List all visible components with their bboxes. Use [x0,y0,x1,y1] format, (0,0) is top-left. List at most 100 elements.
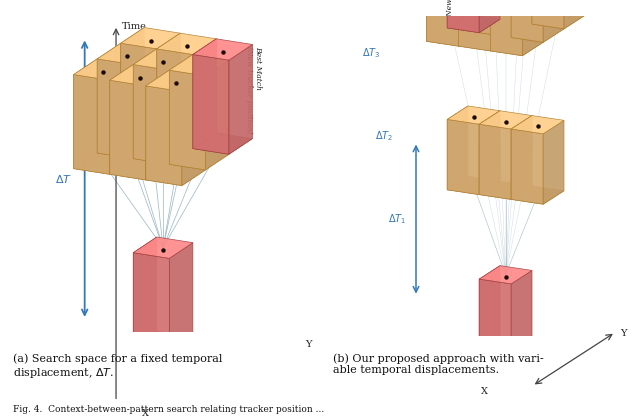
Polygon shape [170,54,193,164]
Polygon shape [97,43,157,64]
Polygon shape [133,331,193,352]
Polygon shape [447,106,500,124]
Text: $\Delta T_2$: $\Delta T_2$ [376,129,394,143]
Polygon shape [426,0,458,46]
Polygon shape [468,1,521,19]
Polygon shape [511,0,543,42]
Polygon shape [511,115,564,134]
Polygon shape [133,49,157,158]
Polygon shape [97,43,121,153]
Polygon shape [121,122,180,143]
Polygon shape [146,70,205,92]
Polygon shape [500,0,532,24]
Text: Initial tracker position: Initial tracker position [0,417,1,418]
Polygon shape [170,54,193,164]
Polygon shape [458,33,511,51]
Polygon shape [500,0,521,19]
Polygon shape [133,64,170,164]
Polygon shape [479,19,532,38]
Polygon shape [133,49,157,158]
Polygon shape [511,0,532,38]
Polygon shape [479,279,511,354]
Polygon shape [522,0,543,56]
Polygon shape [490,0,511,51]
Text: Best Match
(New tracker position): Best Match (New tracker position) [244,46,262,134]
Polygon shape [146,70,170,180]
Polygon shape [532,0,553,24]
Polygon shape [479,181,532,199]
Polygon shape [146,86,182,186]
Polygon shape [170,70,205,170]
Polygon shape [193,39,216,148]
Polygon shape [170,54,229,76]
Polygon shape [468,0,489,15]
Polygon shape [193,54,229,154]
Text: X: X [142,409,149,418]
Polygon shape [511,186,564,204]
Polygon shape [458,0,479,46]
Polygon shape [74,59,97,168]
Polygon shape [532,10,585,29]
Polygon shape [479,0,500,33]
Polygon shape [193,39,252,60]
Polygon shape [426,0,447,41]
Polygon shape [447,15,500,33]
Polygon shape [532,0,553,24]
Text: $\Delta T$: $\Delta T$ [55,173,72,185]
Text: (a) Search space for a fixed temporal
displacement, $\Delta T$.: (a) Search space for a fixed temporal di… [13,353,222,380]
Polygon shape [157,33,216,54]
Polygon shape [447,176,500,195]
Polygon shape [110,64,170,86]
Text: $\Delta T_3$: $\Delta T_3$ [362,46,381,60]
Polygon shape [74,59,133,80]
Polygon shape [97,137,157,158]
Text: X: X [481,387,488,395]
Polygon shape [532,0,564,29]
Polygon shape [490,38,543,56]
Polygon shape [447,120,479,195]
Text: Best Match
(New tracker position): Best Match (New tracker position) [437,0,454,19]
Polygon shape [564,0,585,29]
Polygon shape [170,148,229,170]
Polygon shape [479,124,511,199]
Polygon shape [157,33,180,143]
Polygon shape [543,120,564,204]
Polygon shape [157,33,180,143]
Polygon shape [500,0,521,19]
Polygon shape [511,115,532,199]
Polygon shape [479,111,500,195]
Polygon shape [170,243,193,352]
Text: Initial tracker position: Initial tracker position [0,417,1,418]
Polygon shape [133,253,170,352]
Polygon shape [511,129,543,204]
Text: Y: Y [305,340,312,349]
Polygon shape [182,76,205,186]
Polygon shape [500,6,553,24]
Polygon shape [511,270,532,354]
Polygon shape [479,111,532,129]
Polygon shape [479,111,500,195]
Polygon shape [426,28,479,46]
Polygon shape [146,164,205,186]
Polygon shape [133,49,193,70]
Polygon shape [121,28,180,49]
Polygon shape [479,0,511,38]
Polygon shape [479,266,532,284]
Polygon shape [479,0,500,33]
Polygon shape [229,44,252,154]
Text: Y: Y [620,329,626,338]
Polygon shape [110,64,133,174]
Polygon shape [133,237,193,258]
Polygon shape [74,153,133,174]
Polygon shape [193,133,252,154]
Polygon shape [458,0,490,51]
Polygon shape [121,28,144,137]
Text: Time: Time [122,22,147,31]
Text: (b) Our proposed approach with vari-
able temporal displacements.: (b) Our proposed approach with vari- abl… [333,353,543,375]
Polygon shape [543,0,564,42]
Polygon shape [447,0,479,33]
Polygon shape [193,39,216,148]
Polygon shape [511,115,532,199]
Polygon shape [447,0,468,28]
Polygon shape [133,143,193,164]
